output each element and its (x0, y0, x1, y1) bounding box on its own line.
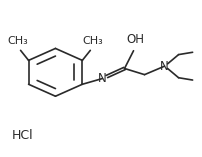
Text: HCl: HCl (11, 129, 33, 142)
Text: OH: OH (126, 33, 144, 46)
Text: CH₃: CH₃ (82, 36, 102, 46)
Text: CH₃: CH₃ (7, 36, 28, 46)
Text: N: N (159, 60, 168, 73)
Text: N: N (98, 72, 106, 85)
